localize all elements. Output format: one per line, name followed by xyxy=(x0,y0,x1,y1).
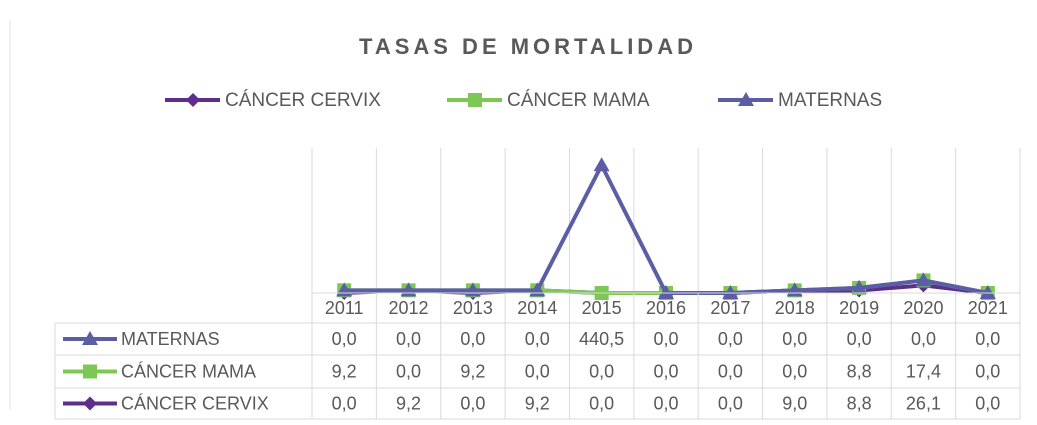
data-cell: 0,0 xyxy=(525,329,550,349)
data-cell: 0,0 xyxy=(589,393,614,413)
row-label: MATERNAS xyxy=(121,329,220,349)
data-cell: 0,0 xyxy=(653,329,678,349)
data-cell: 0,0 xyxy=(975,329,1000,349)
legend-label: CÁNCER MAMA xyxy=(507,90,650,111)
data-cell: 8,8 xyxy=(847,393,872,413)
data-cell: 26,1 xyxy=(906,393,941,413)
table-key-marker xyxy=(83,396,97,411)
data-cell: 440,5 xyxy=(579,329,624,349)
data-cell: 0,0 xyxy=(782,361,807,381)
x-tick-label: 2018 xyxy=(775,298,815,318)
point xyxy=(851,279,868,294)
x-tick-label: 2014 xyxy=(517,298,557,318)
data-cell: 0,0 xyxy=(525,361,550,381)
x-tick-label: 2012 xyxy=(389,298,429,318)
data-cell: 0,0 xyxy=(460,393,485,413)
legend-marker xyxy=(468,93,482,107)
data-cell: 0,0 xyxy=(718,329,743,349)
row-label: CÁNCER CERVIX xyxy=(121,393,269,413)
x-tick-label: 2011 xyxy=(325,298,364,318)
x-tick-label: 2019 xyxy=(839,298,879,318)
table-key-marker xyxy=(83,364,97,379)
data-cell: 0,0 xyxy=(396,361,421,381)
data-cell: 0,0 xyxy=(847,329,872,349)
x-tick-label: 2015 xyxy=(582,298,622,318)
legend-label: MATERNAS xyxy=(778,90,882,111)
data-cell: 0,0 xyxy=(911,329,936,349)
point xyxy=(722,285,739,299)
data-cell: 0,0 xyxy=(332,329,357,349)
row-label: CÁNCER MAMA xyxy=(121,361,256,381)
point xyxy=(593,157,610,172)
data-cell: 0,0 xyxy=(589,361,614,381)
data-cell: 0,0 xyxy=(975,361,1000,381)
x-tick-label: 2013 xyxy=(453,298,493,318)
data-cell: 0,0 xyxy=(718,393,743,413)
data-cell: 9,2 xyxy=(396,393,421,413)
data-cell: 9,0 xyxy=(782,393,807,413)
legend-label: CÁNCER CERVIX xyxy=(225,90,381,111)
chart-title: TASAS DE MORTALIDAD xyxy=(359,34,697,59)
legend-marker xyxy=(186,93,200,107)
data-cell: 9,2 xyxy=(460,361,485,381)
data-cell: 0,0 xyxy=(396,329,421,349)
data-cell: 0,0 xyxy=(653,361,678,381)
point xyxy=(658,285,674,299)
x-tick-label: 2020 xyxy=(903,298,943,318)
point xyxy=(915,272,932,287)
data-cell: 8,8 xyxy=(847,361,872,381)
legend-marker xyxy=(738,92,754,106)
x-tick-label: 2021 xyxy=(968,298,1008,318)
point xyxy=(979,285,996,299)
data-cell: 0,0 xyxy=(332,393,357,413)
data-cell: 0,0 xyxy=(653,393,678,413)
data-cell: 0,0 xyxy=(718,361,743,381)
data-cell: 17,4 xyxy=(906,361,941,381)
table-key-marker xyxy=(82,331,98,345)
data-cell: 9,2 xyxy=(332,361,357,381)
x-tick-label: 2017 xyxy=(710,298,750,318)
data-cell: 0,0 xyxy=(782,329,807,349)
x-tick-label: 2016 xyxy=(646,298,686,318)
data-cell: 0,0 xyxy=(975,393,1000,413)
data-cell: 0,0 xyxy=(460,329,485,349)
data-cell: 9,2 xyxy=(525,393,550,413)
